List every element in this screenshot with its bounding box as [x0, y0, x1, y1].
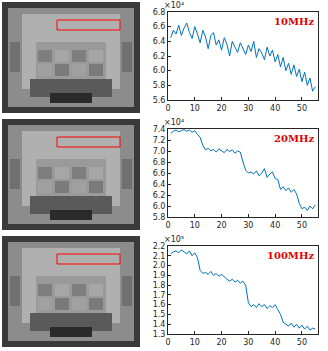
- svg-text:2.1: 2.1: [153, 252, 166, 261]
- svg-text:1.3: 1.3: [153, 330, 166, 339]
- svg-text:5.8: 5.8: [153, 81, 166, 90]
- svg-text:2.0: 2.0: [153, 261, 166, 270]
- svg-text:6.4: 6.4: [153, 180, 166, 189]
- svg-text:40: 40: [270, 338, 280, 347]
- svg-text:6.8: 6.8: [153, 158, 166, 167]
- svg-text:1.9: 1.9: [153, 271, 166, 280]
- svg-text:1.4: 1.4: [153, 320, 166, 329]
- svg-text:×10⁴: ×10⁴: [164, 118, 184, 127]
- svg-text:6.2: 6.2: [153, 191, 166, 200]
- svg-text:0: 0: [165, 221, 170, 230]
- svg-text:6.8: 6.8: [153, 8, 166, 17]
- svg-text:20: 20: [216, 104, 226, 113]
- svg-text:×10⁴: ×10⁴: [164, 1, 184, 10]
- svg-text:10: 10: [190, 221, 200, 230]
- svg-text:20MHz: 20MHz: [274, 133, 314, 144]
- svg-text:30: 30: [243, 221, 253, 230]
- svg-text:0: 0: [165, 104, 170, 113]
- svg-text:5.8: 5.8: [153, 213, 166, 222]
- svg-text:×10⁵: ×10⁵: [164, 235, 184, 244]
- svg-text:30: 30: [243, 104, 253, 113]
- svg-text:20: 20: [216, 221, 226, 230]
- svg-text:100MHz: 100MHz: [267, 250, 314, 261]
- svg-text:7.4: 7.4: [153, 125, 166, 134]
- svg-text:6.6: 6.6: [153, 22, 166, 31]
- svg-text:1.6: 1.6: [153, 300, 166, 309]
- svg-text:50: 50: [297, 104, 307, 113]
- svg-text:6.0: 6.0: [153, 202, 166, 211]
- svg-text:10MHz: 10MHz: [274, 16, 314, 27]
- svg-text:2.2: 2.2: [153, 242, 166, 251]
- svg-text:6.0: 6.0: [153, 66, 166, 75]
- svg-text:1.8: 1.8: [153, 281, 166, 290]
- svg-text:5.6: 5.6: [153, 96, 166, 105]
- svg-text:40: 40: [270, 104, 280, 113]
- svg-text:7.2: 7.2: [153, 136, 166, 145]
- svg-text:6.2: 6.2: [153, 52, 166, 61]
- svg-text:50: 50: [297, 338, 307, 347]
- svg-text:6.6: 6.6: [153, 169, 166, 178]
- svg-text:40: 40: [270, 221, 280, 230]
- svg-text:30: 30: [243, 338, 253, 347]
- svg-text:1.7: 1.7: [153, 291, 166, 300]
- svg-text:0: 0: [165, 338, 170, 347]
- svg-text:10: 10: [190, 104, 200, 113]
- svg-text:50: 50: [297, 221, 307, 230]
- svg-text:1.5: 1.5: [153, 310, 166, 319]
- svg-text:7.0: 7.0: [153, 147, 166, 156]
- svg-text:10: 10: [190, 338, 200, 347]
- svg-text:20: 20: [216, 338, 226, 347]
- svg-text:6.4: 6.4: [153, 37, 166, 46]
